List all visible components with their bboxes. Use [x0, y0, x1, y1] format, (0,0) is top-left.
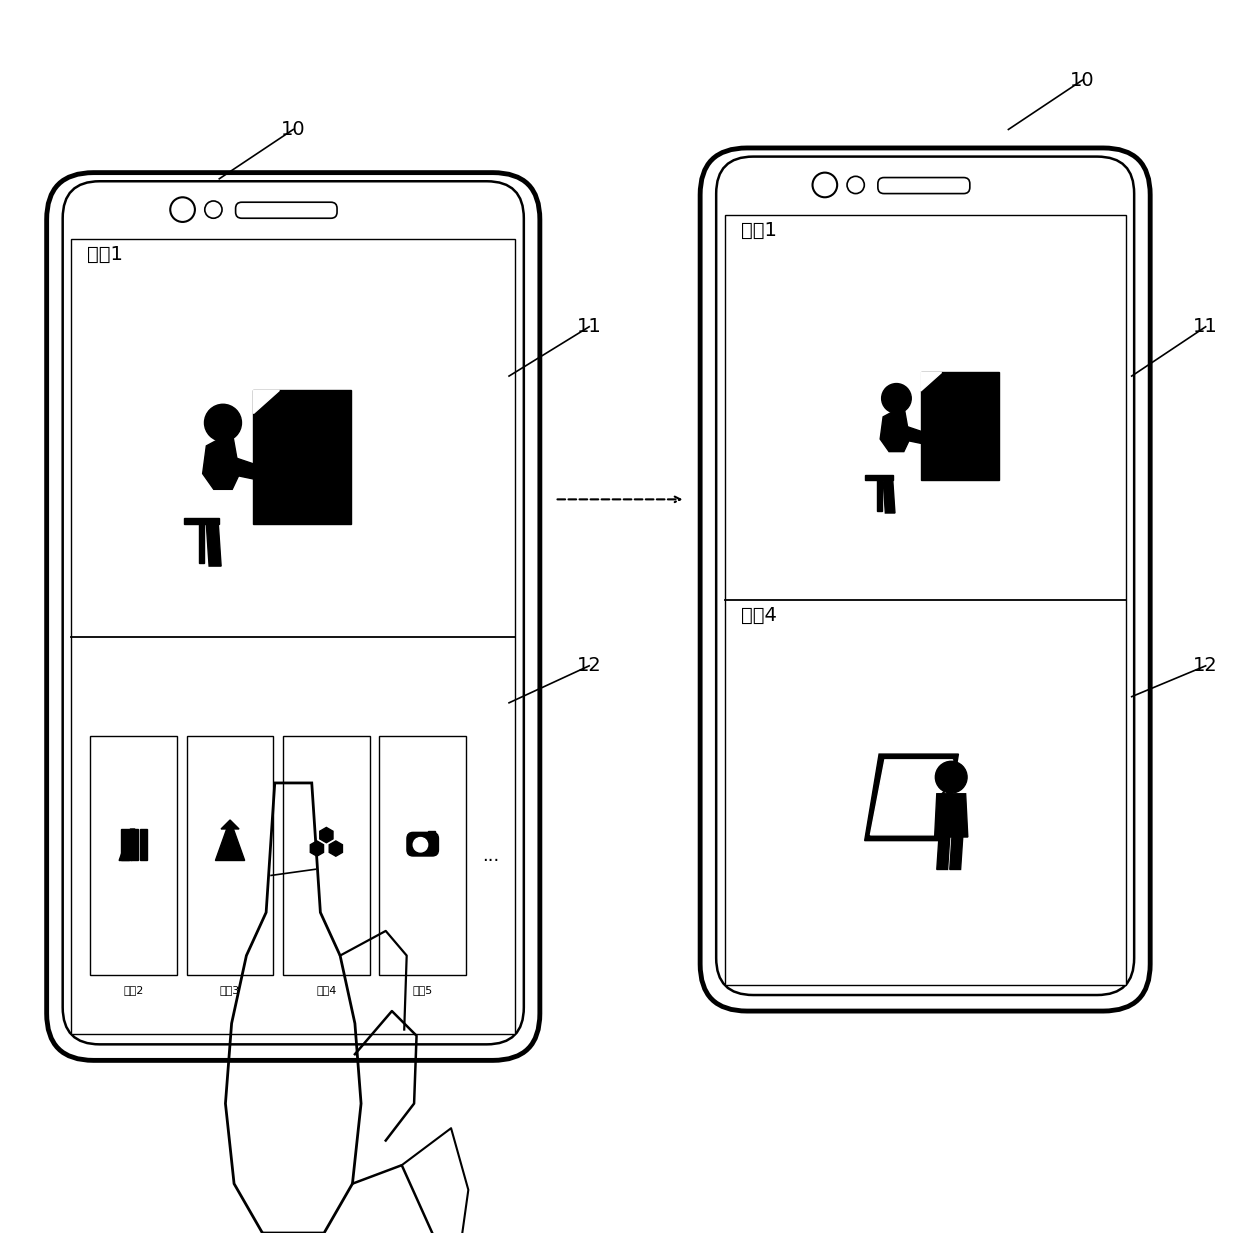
Circle shape	[205, 404, 242, 441]
Polygon shape	[936, 837, 950, 869]
Text: 应用4: 应用4	[316, 985, 336, 995]
Text: 12: 12	[577, 656, 601, 676]
Polygon shape	[310, 841, 324, 856]
Text: 应用4: 应用4	[740, 607, 776, 625]
FancyBboxPatch shape	[701, 148, 1151, 1011]
Polygon shape	[119, 829, 135, 861]
Text: 应用2: 应用2	[124, 985, 144, 995]
Text: 11: 11	[1193, 317, 1218, 337]
Polygon shape	[900, 424, 929, 445]
Text: 11: 11	[577, 317, 601, 337]
Bar	[187, 736, 273, 975]
Text: 10: 10	[1070, 70, 1095, 90]
Text: 应用3: 应用3	[219, 985, 241, 995]
Bar	[72, 239, 515, 1034]
Circle shape	[812, 173, 837, 197]
Text: ...: ...	[482, 847, 500, 864]
Bar	[140, 829, 148, 861]
Bar	[130, 829, 138, 861]
Text: 10: 10	[281, 120, 305, 139]
FancyBboxPatch shape	[407, 832, 439, 856]
FancyBboxPatch shape	[63, 181, 523, 1044]
Circle shape	[170, 197, 195, 222]
Circle shape	[847, 176, 864, 194]
Polygon shape	[880, 406, 910, 451]
Polygon shape	[870, 760, 952, 835]
Polygon shape	[950, 837, 962, 869]
Circle shape	[935, 761, 967, 793]
Bar	[921, 372, 998, 480]
Text: 应用1: 应用1	[740, 221, 776, 239]
Circle shape	[898, 780, 910, 793]
Polygon shape	[320, 827, 334, 842]
Bar	[877, 480, 882, 510]
Text: 应用1: 应用1	[87, 245, 123, 264]
Circle shape	[413, 837, 428, 852]
FancyBboxPatch shape	[236, 202, 337, 218]
Bar	[184, 518, 219, 524]
Bar	[91, 736, 177, 975]
Polygon shape	[216, 829, 244, 861]
Circle shape	[882, 383, 911, 413]
Circle shape	[205, 201, 222, 218]
FancyBboxPatch shape	[47, 173, 539, 1060]
Polygon shape	[921, 372, 941, 391]
Bar	[725, 215, 1126, 985]
Text: 12: 12	[1193, 656, 1218, 676]
Polygon shape	[935, 794, 967, 837]
Polygon shape	[936, 792, 947, 822]
Bar	[283, 736, 370, 975]
Bar	[428, 831, 435, 836]
Polygon shape	[206, 524, 221, 566]
Bar	[379, 736, 466, 975]
Bar	[198, 524, 205, 563]
Polygon shape	[329, 841, 342, 856]
Text: 应用5: 应用5	[413, 985, 433, 995]
FancyBboxPatch shape	[717, 157, 1135, 995]
Polygon shape	[253, 391, 279, 413]
Polygon shape	[221, 820, 239, 829]
Polygon shape	[228, 455, 263, 481]
Polygon shape	[883, 480, 895, 513]
Bar	[866, 475, 894, 480]
Polygon shape	[864, 755, 959, 841]
Bar	[253, 391, 351, 524]
FancyBboxPatch shape	[878, 178, 970, 194]
Bar	[122, 829, 129, 861]
Polygon shape	[202, 432, 239, 490]
